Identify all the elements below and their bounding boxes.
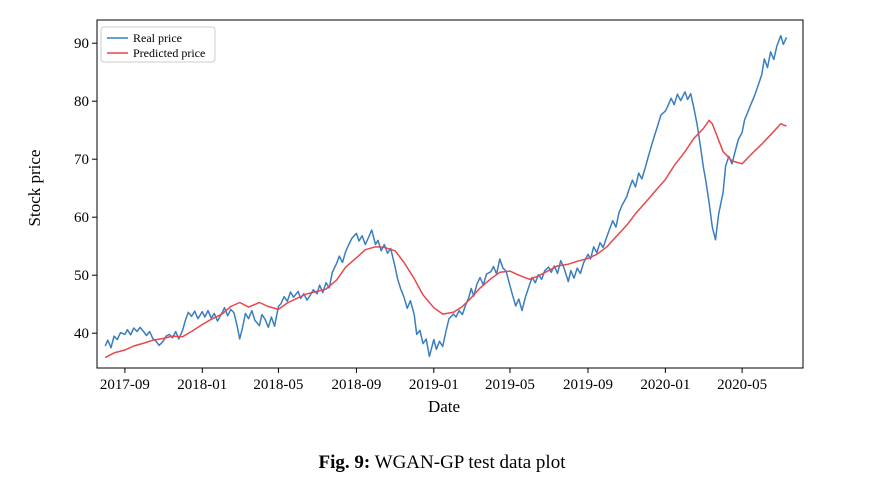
y-tick-label: 50 <box>74 268 89 284</box>
y-tick-label: 40 <box>74 326 89 342</box>
x-axis: 2017-09 2018-01 2018-05 2018-09 2019-01 2019-… <box>100 368 767 393</box>
y-tick-label: 80 <box>74 94 89 110</box>
x-tick-label: 2019-09 <box>563 377 613 393</box>
legend-box <box>100 26 216 63</box>
x-tick-label: 2020-05 <box>717 377 767 393</box>
caption-text: WGAN-GP test data plot <box>374 452 566 473</box>
figure-caption: Fig. 9: WGAN-GP test data plot <box>0 452 884 474</box>
x-axis-label: Date <box>428 397 460 416</box>
y-tick-label: 60 <box>74 210 89 226</box>
chart: 40 50 60 70 80 90 2017-09 2018-01 2018-05 2018-0… <box>25 19 804 416</box>
x-tick-label: 2019-05 <box>485 377 535 393</box>
caption-label: Fig. 9: <box>318 452 371 473</box>
series-line-real-price <box>104 34 788 358</box>
x-tick-label: 2018-05 <box>253 377 303 393</box>
x-tick-label: 2019-01 <box>409 377 459 393</box>
x-tick-label: 2018-09 <box>331 377 381 393</box>
y-tick-label: 70 <box>74 152 89 168</box>
x-tick-label: 2017-09 <box>100 377 150 393</box>
y-tick-label: 90 <box>74 36 89 52</box>
y-axis-label: Stock price <box>25 150 44 227</box>
legend-label-real-price: Real price <box>133 31 182 45</box>
series-line-predicted-price <box>104 119 787 359</box>
y-axis: 40 50 60 70 80 90 <box>74 36 97 342</box>
plot-area <box>96 19 804 369</box>
x-tick-label: 2020-01 <box>640 377 690 393</box>
series-layer <box>104 34 788 359</box>
x-tick-label: 2018-01 <box>177 377 227 393</box>
legend-label-predicted-price: Predicted price <box>133 46 205 60</box>
legend: Real price Predicted price <box>100 26 216 63</box>
